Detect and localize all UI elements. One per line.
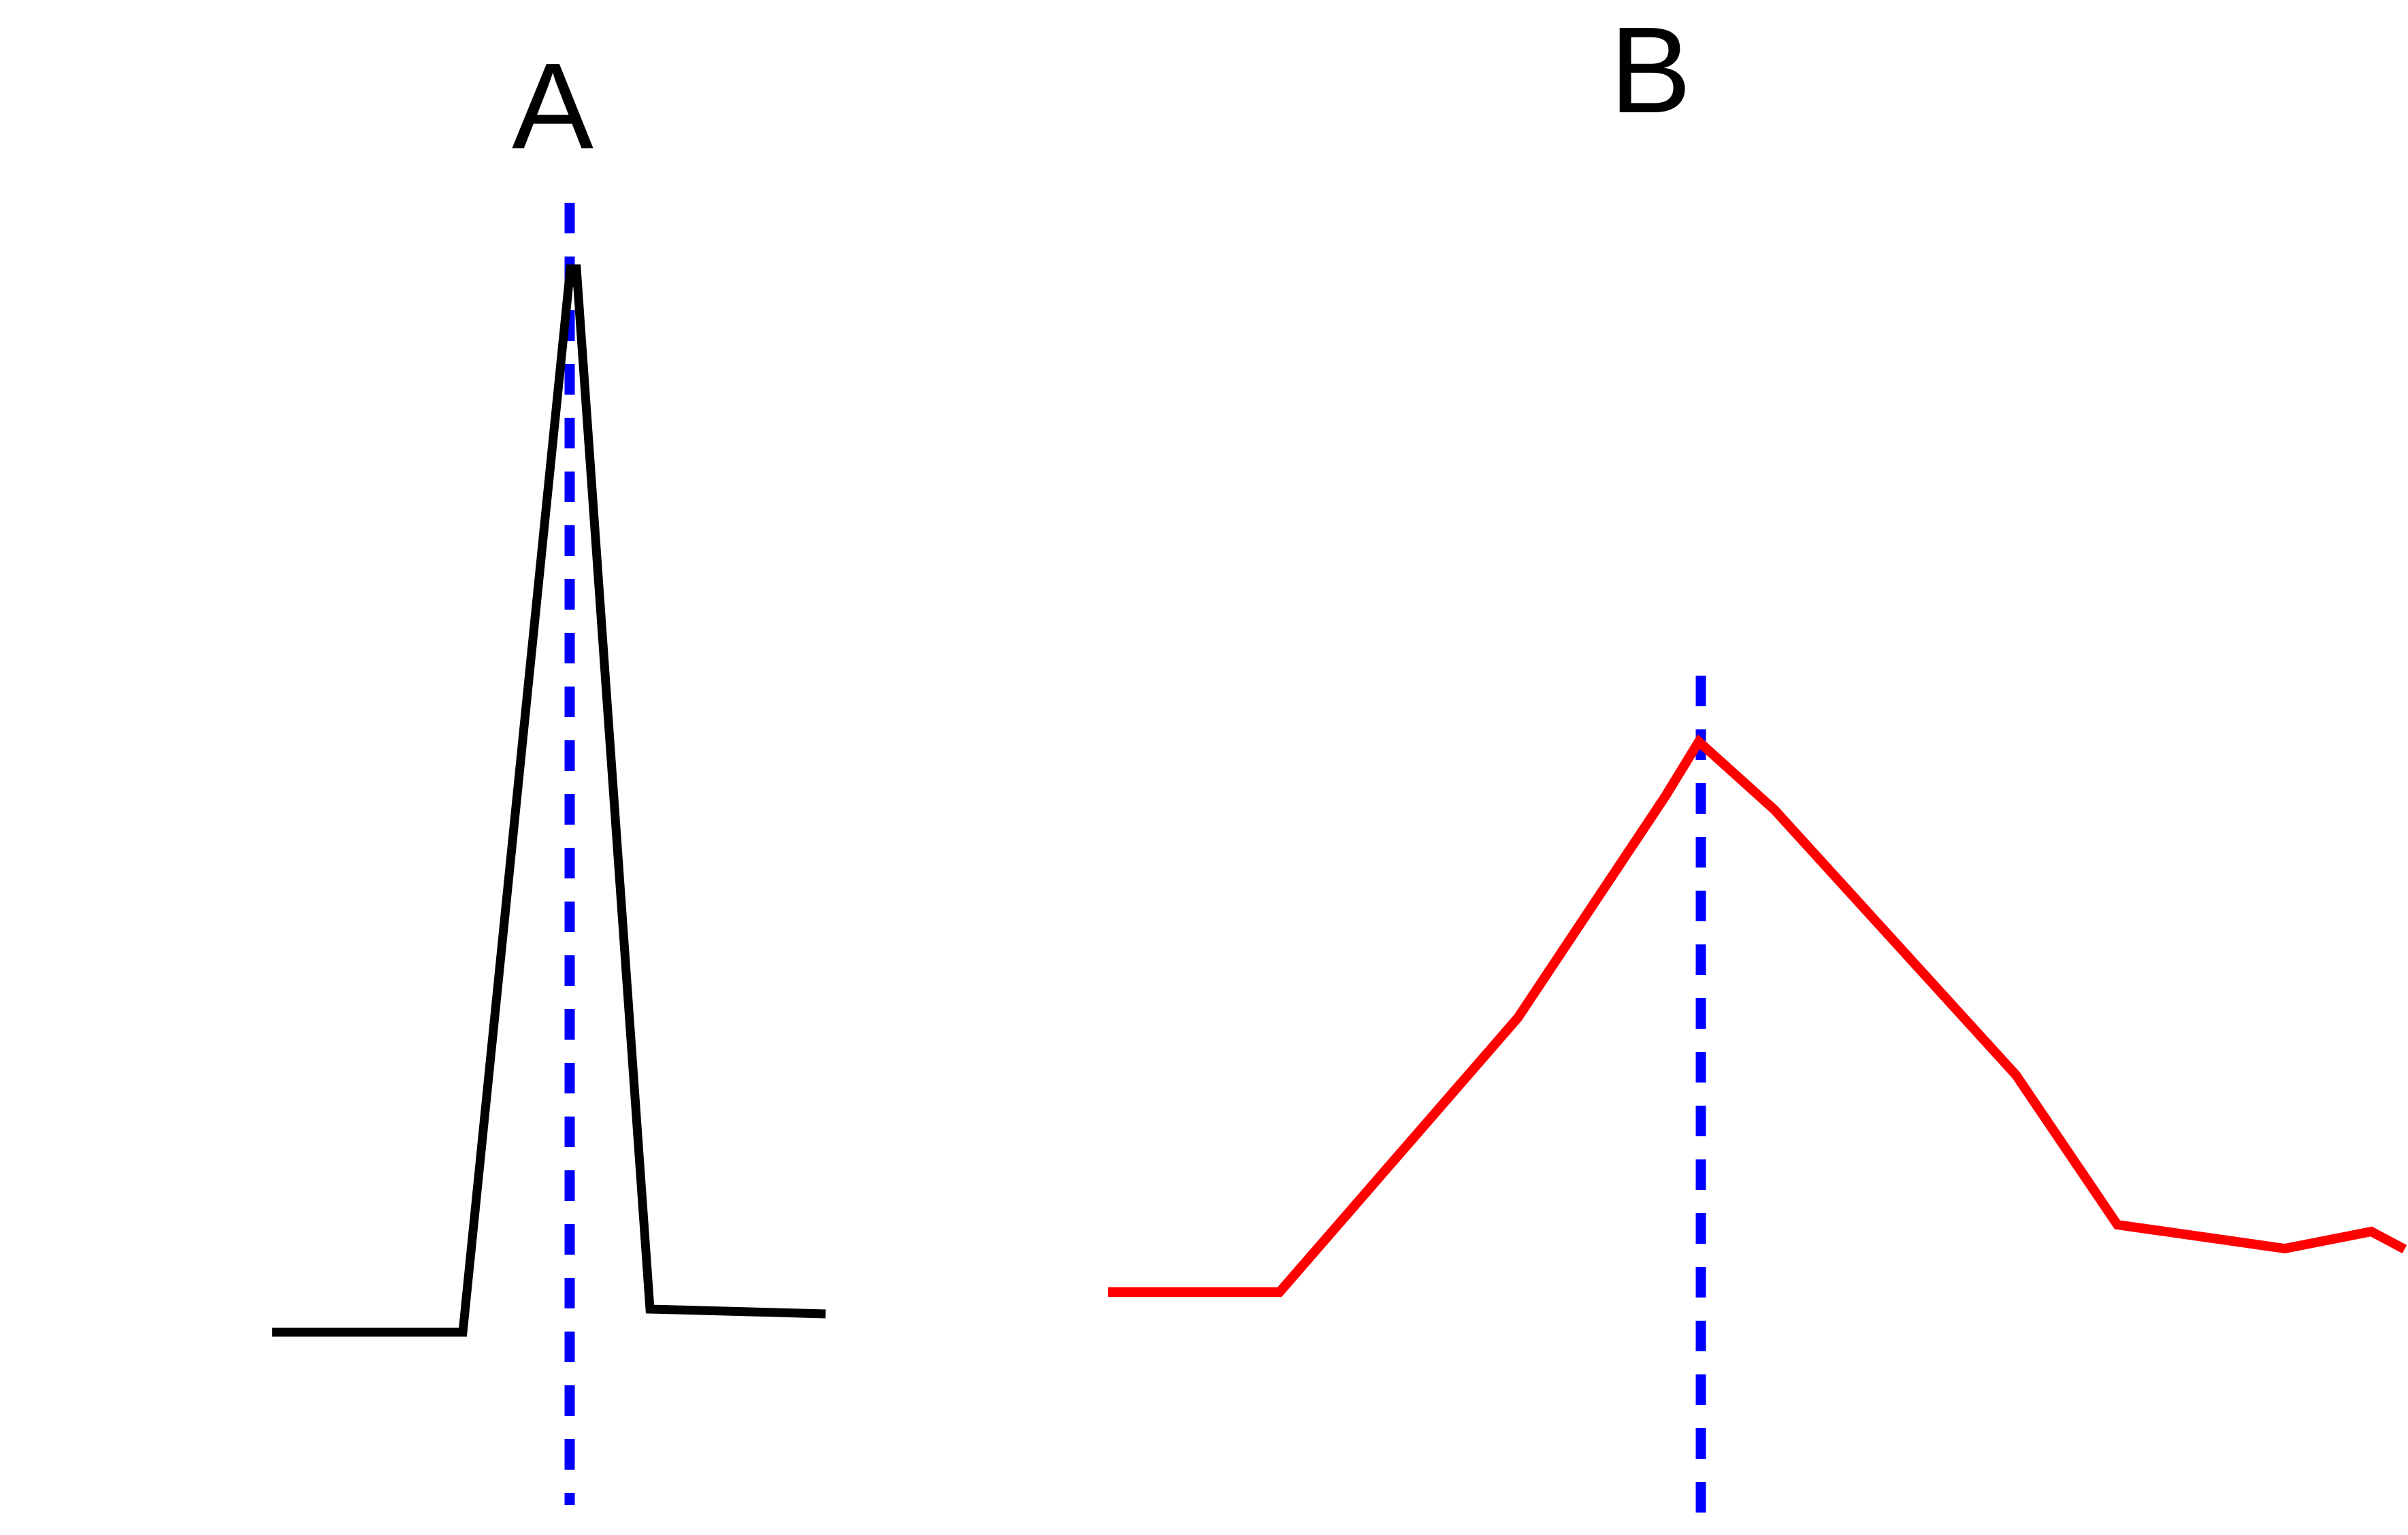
panel-a-trace: [272, 264, 826, 1337]
panel-a-label: A: [512, 38, 593, 175]
panel-b-trace: [1108, 734, 2407, 1297]
panel-b-label: B: [1610, 2, 1691, 139]
panel-b: B: [1108, 2, 2407, 1528]
panel-a: A: [272, 38, 826, 1505]
